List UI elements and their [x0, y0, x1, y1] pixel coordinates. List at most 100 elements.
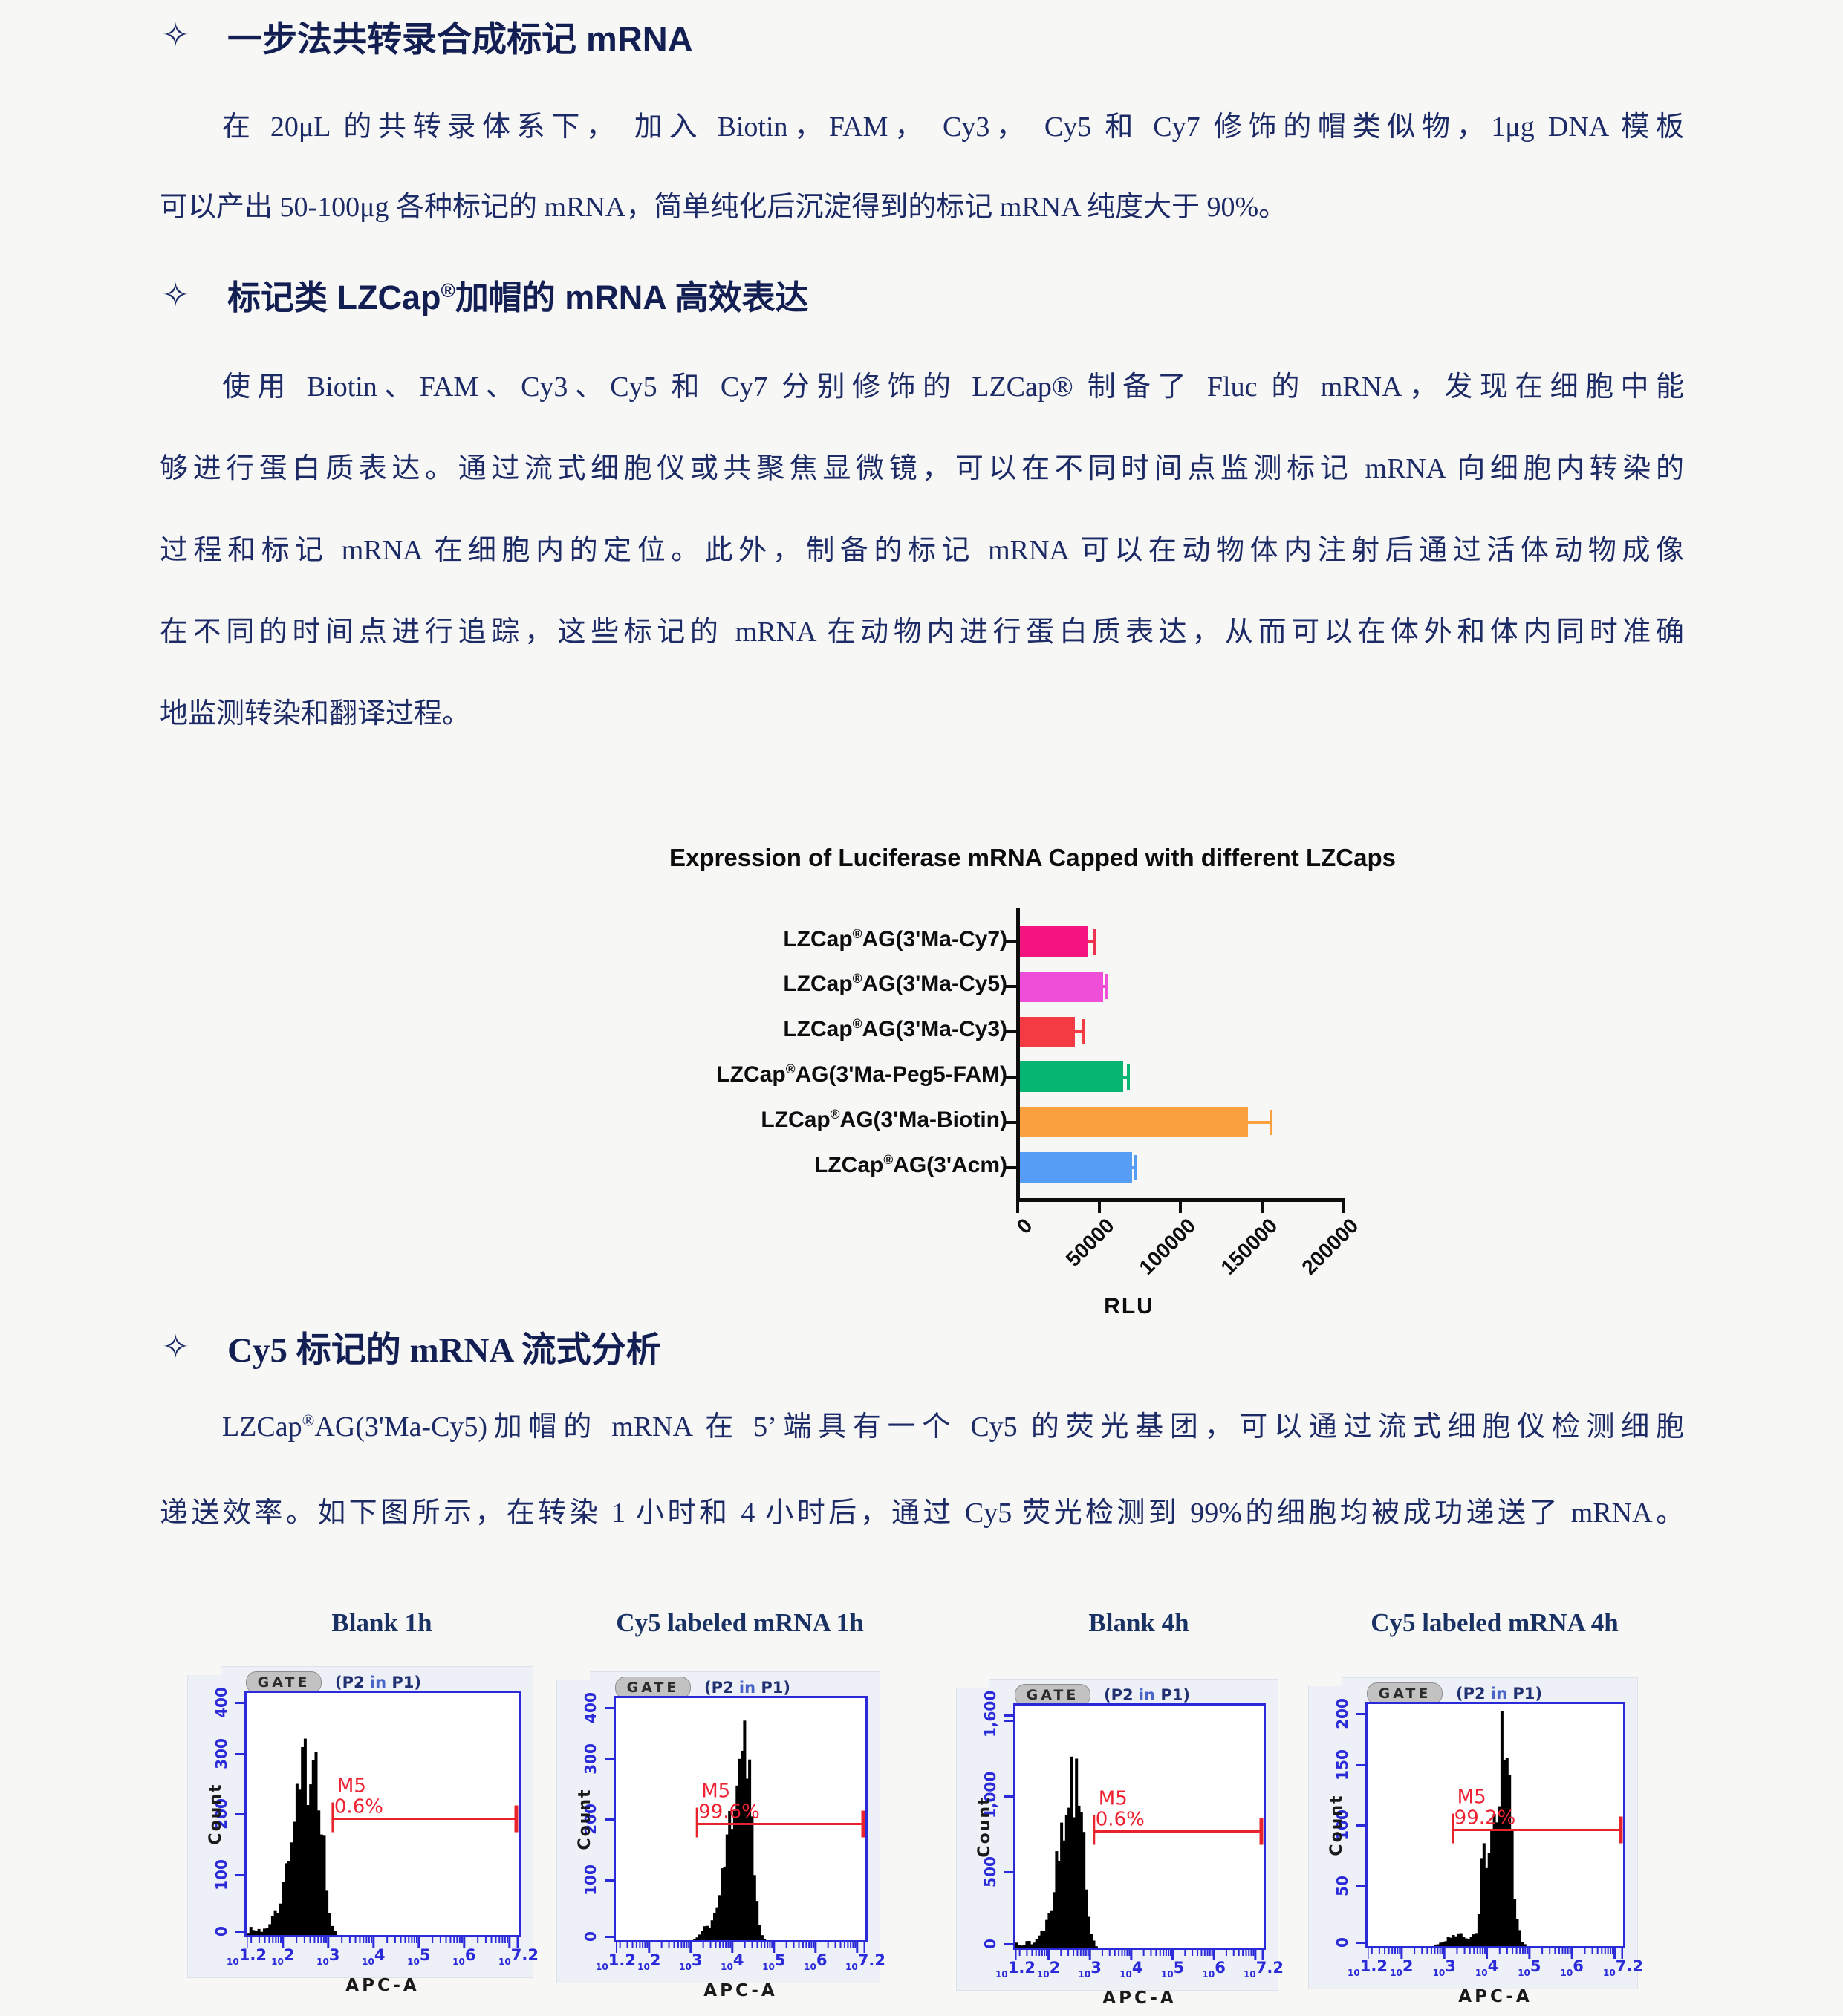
y-tick-label: 400 [582, 1692, 599, 1723]
flow-panel: GATE (P2 in P1) M5 0.6% 1,600 1,000 500 0 Count 1… [955, 1678, 1284, 2008]
bar [1020, 1152, 1132, 1183]
histogram-bar [1094, 1946, 1098, 1948]
histogram-bar [723, 1866, 727, 1940]
x-tick-label: 101.2 [995, 1959, 1036, 1981]
log-base: 10 [721, 1962, 733, 1972]
m5-marker-name: M5 [701, 1781, 730, 1803]
m5-marker-name: M5 [337, 1775, 366, 1798]
paragraph-line: LZCap®AG(3'Ma-Cy5)加帽的 mRNA 在 5’端具有一个 Cy5… [222, 1411, 1684, 1443]
histogram-bar [721, 1868, 724, 1940]
histogram-bar [1462, 1937, 1466, 1946]
histogram-bar [309, 1784, 313, 1935]
histogram-bar [1439, 1942, 1443, 1946]
histogram-bar [279, 1903, 282, 1935]
histogram-bar [334, 1931, 337, 1935]
histogram-bar [1077, 1805, 1081, 1948]
histogram-bar [1023, 1945, 1026, 1948]
y-axis-tick [235, 1931, 244, 1933]
log-exponent: 7.2 [1255, 1959, 1284, 1977]
histogram-bar [763, 1939, 767, 1940]
histogram-bar [1475, 1933, 1478, 1946]
log-base: 10 [804, 1962, 816, 1972]
histogram-bar [738, 1758, 741, 1940]
histogram-bar [1038, 1935, 1041, 1948]
count-axis-label: Count [207, 1783, 225, 1845]
gate-label: (P2 in P1) [704, 1679, 790, 1697]
log-base: 10 [596, 1962, 608, 1972]
histogram-bar [1505, 1758, 1509, 1946]
histogram-bar [1441, 1942, 1445, 1946]
histogram-bar [713, 1913, 716, 1940]
heading-lzcap-expression: 标记类 LZCap®加帽的 mRNA 高效表达 [227, 279, 809, 316]
histogram-bar [1495, 1822, 1498, 1946]
paragraph-line: 使用 Biotin、FAM、Cy3、Cy5 和 Cy7 分别修饰的 LZCap®… [222, 371, 1684, 403]
log-base: 10 [227, 1957, 239, 1967]
histogram-bar [1521, 1942, 1524, 1946]
log-exponent: 3 [328, 1946, 340, 1964]
x-tick-label: 106 [452, 1946, 475, 1968]
log-exponent: 3 [691, 1951, 703, 1969]
histogram-bar [755, 1901, 759, 1940]
x-tick-label: 102 [637, 1951, 660, 1974]
diamond-bullet-icon: ✧ [162, 277, 189, 313]
x-axis-log-ticks [1368, 1948, 1623, 1959]
log-base: 10 [316, 1957, 329, 1967]
histogram-bar [1498, 1806, 1501, 1946]
x-tick-label: 106 [1561, 1957, 1584, 1980]
error-bar-cap [1093, 929, 1096, 955]
log-exponent: 5 [1173, 1959, 1185, 1977]
log-exponent: 7.2 [1615, 1957, 1643, 1975]
error-bar-cap [1105, 974, 1108, 1000]
log-exponent: 1.2 [608, 1951, 636, 1969]
histogram-bar [1482, 1843, 1486, 1946]
histogram-bar [730, 1829, 734, 1940]
y-axis-tick [1356, 1763, 1365, 1766]
y-tick-label: 100 [582, 1864, 599, 1896]
x-tick-label: 107.2 [1244, 1959, 1284, 1981]
histogram-bar [325, 1890, 329, 1935]
histogram-bar [732, 1810, 736, 1940]
histogram-bar [708, 1928, 712, 1940]
histogram-bar [268, 1924, 272, 1935]
flow-panel: GATE (P2 in P1) M5 99.6% 400 300 200 100 0 Count 1… [556, 1671, 885, 2000]
category-tick [1006, 1030, 1016, 1034]
paragraph-line: 过程和标记 mRNA 在细胞内的定位。此外，制备的标记 mRNA 可以在动物体内… [160, 535, 1684, 566]
y-axis-tick [605, 1879, 614, 1882]
histogram-bar [1457, 1933, 1460, 1946]
category-tick [1006, 1165, 1016, 1169]
histogram-bar [255, 1931, 258, 1935]
histogram-bar [1027, 1941, 1031, 1948]
histogram-bar [695, 1937, 699, 1940]
x-tick-label: 103 [316, 1946, 339, 1968]
histogram-bar [257, 1928, 261, 1935]
log-base: 10 [362, 1957, 374, 1967]
histogram-bar [758, 1925, 761, 1940]
histogram-bar [1050, 1910, 1053, 1948]
histogram-bar [1055, 1851, 1059, 1948]
histogram-bar [760, 1935, 764, 1940]
x-tick-label: 104 [721, 1951, 744, 1974]
x-axis-tick [1261, 1202, 1264, 1213]
log-exponent: 2 [1049, 1959, 1061, 1977]
gate-pill: GATE [246, 1671, 322, 1694]
plot-frame: M5 0.6% [1013, 1703, 1266, 1950]
m5-marker-percent: 0.6% [1096, 1809, 1145, 1831]
chart-title: Expression of Luciferase mRNA Capped wit… [669, 844, 1396, 871]
panel-notch [1307, 1677, 1342, 1686]
histogram-bar [1472, 1934, 1475, 1946]
gate-label-in: in [1138, 1686, 1156, 1704]
histogram-bar [319, 1834, 323, 1935]
panel-notch [556, 1671, 590, 1680]
log-base: 10 [1036, 1969, 1050, 1980]
log-exponent: 7.2 [510, 1946, 539, 1964]
x-axis-tick [1098, 1202, 1101, 1213]
histogram-bar [1057, 1861, 1061, 1948]
category-tick [1006, 1075, 1016, 1079]
x-tick-label: 101.2 [227, 1946, 267, 1968]
m5-marker-name: M5 [1457, 1786, 1486, 1809]
bar-category-label: LZCap®AG(3'Ma-Cy7) [783, 926, 1007, 952]
error-bar-line [1123, 1075, 1128, 1079]
x-tick-label: 105 [1518, 1957, 1541, 1980]
log-base: 10 [407, 1957, 420, 1967]
